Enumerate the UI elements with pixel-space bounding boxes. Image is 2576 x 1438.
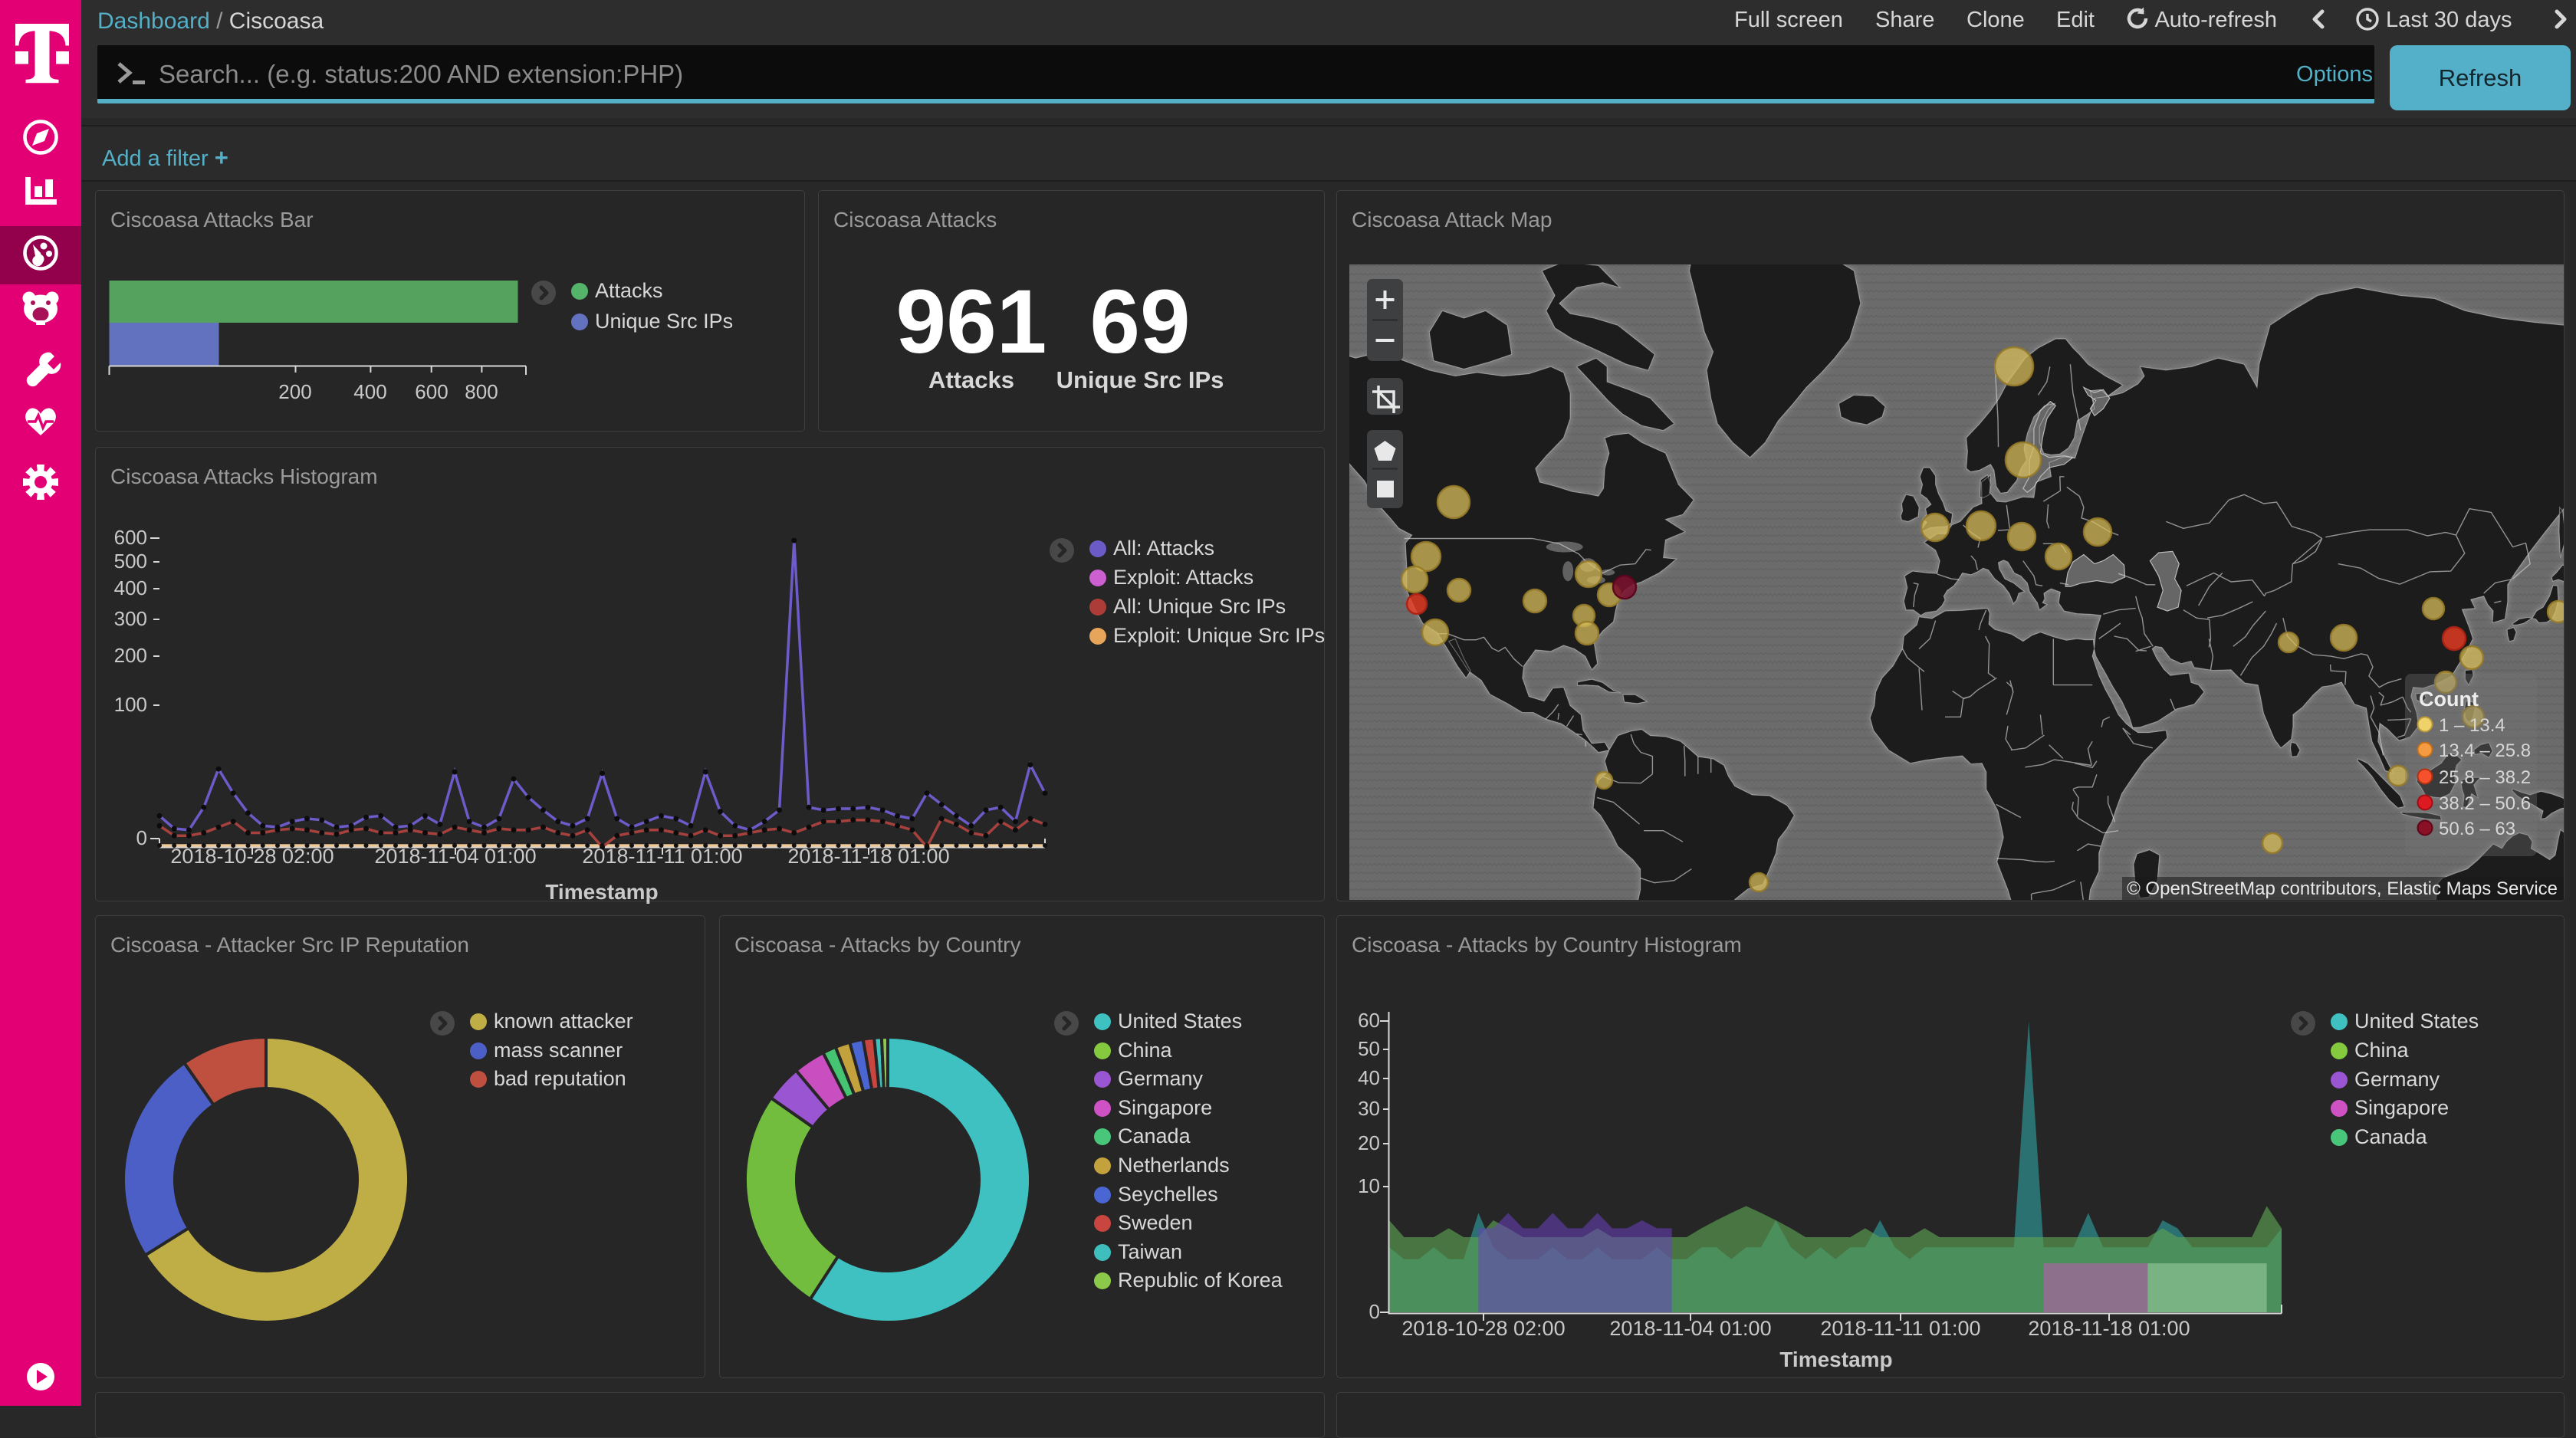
svg-text:Count: Count bbox=[2419, 688, 2479, 711]
svg-text:25.8 – 38.2: 25.8 – 38.2 bbox=[2439, 767, 2531, 788]
svg-text:50.6 – 63: 50.6 – 63 bbox=[2439, 819, 2515, 839]
svg-text:38.2 – 50.6: 38.2 – 50.6 bbox=[2439, 793, 2531, 814]
svg-text:13.4 – 25.8: 13.4 – 25.8 bbox=[2439, 740, 2531, 761]
svg-text:1 – 13.4: 1 – 13.4 bbox=[2439, 715, 2505, 736]
svg-text:© OpenStreetMap contributors,: © OpenStreetMap contributors, Elastic Ma… bbox=[2127, 878, 2558, 899]
